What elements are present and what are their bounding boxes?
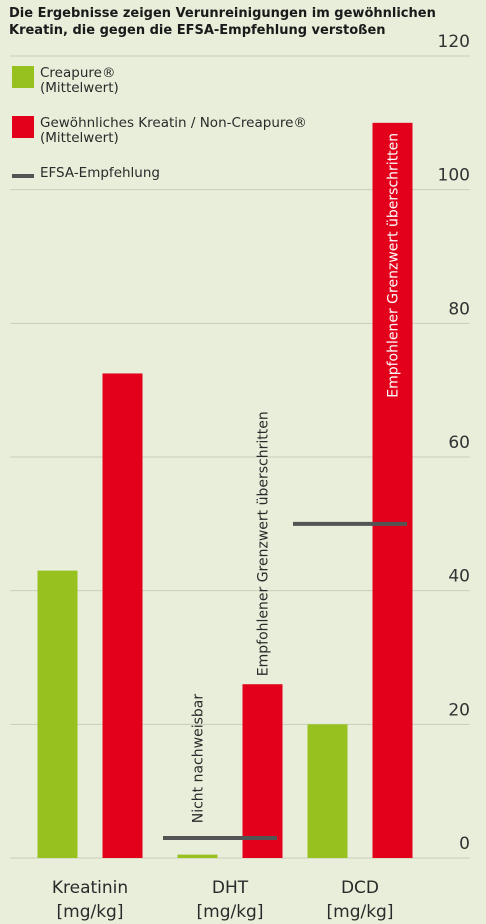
legend-item-creapure: Creapure® (Mittelwert) <box>12 66 119 96</box>
y-tick-label: 120 <box>438 32 470 52</box>
annotation-label: Empfohlener Grenzwert überschritten <box>386 133 402 398</box>
legend-label-non-creapure-line-1: Gewöhnliches Kreatin / Non-Creapure® <box>40 115 307 131</box>
legend-label-non-creapure: Gewöhnliches Kreatin / Non-Creapure® (Mi… <box>40 116 307 146</box>
annotation-label: Empfohlener Grenzwert überschritten <box>256 411 272 676</box>
legend-item-efsa: EFSA-Empfehlung <box>12 166 160 181</box>
legend-swatch-creapure <box>12 66 34 88</box>
legend-label-non-creapure-line-2: (Mittelwert) <box>40 130 119 146</box>
y-tick-label: 80 <box>448 299 470 319</box>
y-tick-label: 60 <box>448 433 470 453</box>
annotation-label: Nicht nachweisbar <box>191 694 207 824</box>
bar-creapure <box>37 570 78 858</box>
x-category-unit-label: [mg/kg] <box>327 902 394 922</box>
y-tick-label: 100 <box>438 166 470 186</box>
x-category-unit-label: [mg/kg] <box>57 902 124 922</box>
legend-label-creapure: Creapure® (Mittelwert) <box>40 66 119 96</box>
bar-non-creapure <box>102 373 143 858</box>
bar-non-creapure <box>242 684 283 858</box>
x-category-label: Kreatinin <box>52 878 128 898</box>
legend-line-efsa <box>12 174 34 178</box>
bar-creapure <box>307 724 348 858</box>
y-tick-label: 0 <box>459 834 470 854</box>
y-tick-label: 40 <box>448 567 470 587</box>
legend-label-creapure-line-1: Creapure® <box>40 65 116 81</box>
legend-swatch-non-creapure <box>12 116 34 138</box>
x-category-unit-label: [mg/kg] <box>197 902 264 922</box>
bar-creapure <box>177 854 218 858</box>
y-tick-label: 20 <box>448 700 470 720</box>
legend-label-efsa-line-1: EFSA-Empfehlung <box>40 165 160 181</box>
chart-title-line-2: Kreatin, die gegen die EFSA-Empfehlung v… <box>9 23 386 38</box>
legend-item-non-creapure: Gewöhnliches Kreatin / Non-Creapure® (Mi… <box>12 116 307 146</box>
chart-title: Die Ergebnisse zeigen Verunreinigungen i… <box>9 5 436 39</box>
x-category-label: DHT <box>212 878 249 898</box>
legend-label-creapure-line-2: (Mittelwert) <box>40 80 119 96</box>
x-category-label: DCD <box>341 878 379 898</box>
bar-non-creapure <box>372 122 413 859</box>
legend-label-efsa: EFSA-Empfehlung <box>40 166 160 181</box>
chart-title-line-1: Die Ergebnisse zeigen Verunreinigungen i… <box>9 6 436 21</box>
